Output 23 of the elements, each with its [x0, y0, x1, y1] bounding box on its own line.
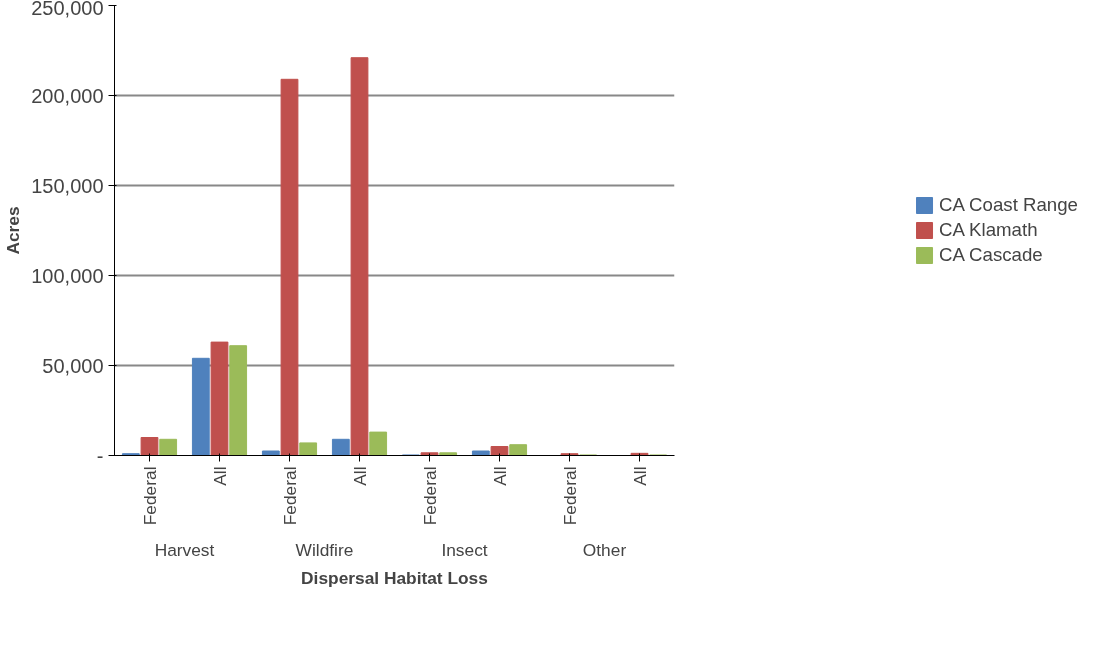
x-tick-label: Federal: [419, 466, 440, 526]
x-tick-label: Federal: [279, 466, 300, 526]
y-tick-label: 50,000: [42, 354, 104, 377]
x-tick-label: All: [209, 466, 230, 486]
y-axis-title: Acres: [3, 206, 24, 255]
legend-label: CA Cascade: [939, 244, 1043, 266]
y-tick-label: 100,000: [31, 264, 104, 287]
legend-label: CA Klamath: [939, 219, 1038, 241]
x-tick-label: Federal: [559, 466, 580, 526]
y-tick-label: 200,000: [31, 84, 104, 107]
x-axis-title: Dispersal Habitat Loss: [301, 567, 488, 588]
text: Harvest: [154, 539, 215, 560]
y-tick-label: -: [96, 444, 104, 467]
y-tick-label: 250,000: [31, 0, 104, 19]
x-tick-label: All: [629, 466, 650, 486]
x-tick-label: Federal: [139, 466, 160, 526]
text: Wildfire: [295, 539, 354, 560]
x-tick-label: All: [349, 466, 370, 486]
text: Insect: [441, 539, 488, 560]
y-tick-label: 150,000: [31, 174, 104, 197]
text: Other: [582, 539, 627, 560]
x-tick-label: All: [489, 466, 510, 486]
legend-label: CA Coast Range: [939, 194, 1078, 216]
